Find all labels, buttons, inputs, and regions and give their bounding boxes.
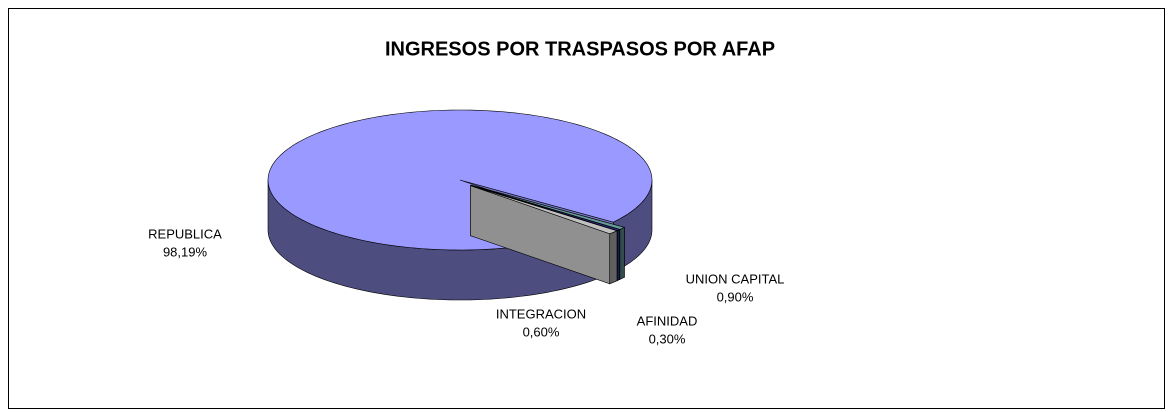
slice-side (619, 226, 625, 280)
pie-slice (470, 185, 618, 285)
chart-title: INGRESOS POR TRASPASOS POR AFAP (385, 38, 775, 60)
slice-label: INTEGRACION (496, 306, 586, 321)
slice-label: UNION CAPITAL (686, 271, 785, 286)
slice-top (470, 185, 618, 235)
slice-side (609, 230, 618, 285)
slice-value-label: 0,90% (717, 289, 754, 304)
slice-top (470, 185, 621, 231)
slice-value-label: 0,30% (649, 331, 686, 346)
slice-label: AFINIDAD (637, 313, 698, 328)
slice-side (617, 229, 620, 282)
slice-label: REPUBLICA (148, 226, 222, 241)
slice-value-label: 98,19% (163, 244, 208, 259)
slice-value-label: 0,60% (523, 324, 560, 339)
